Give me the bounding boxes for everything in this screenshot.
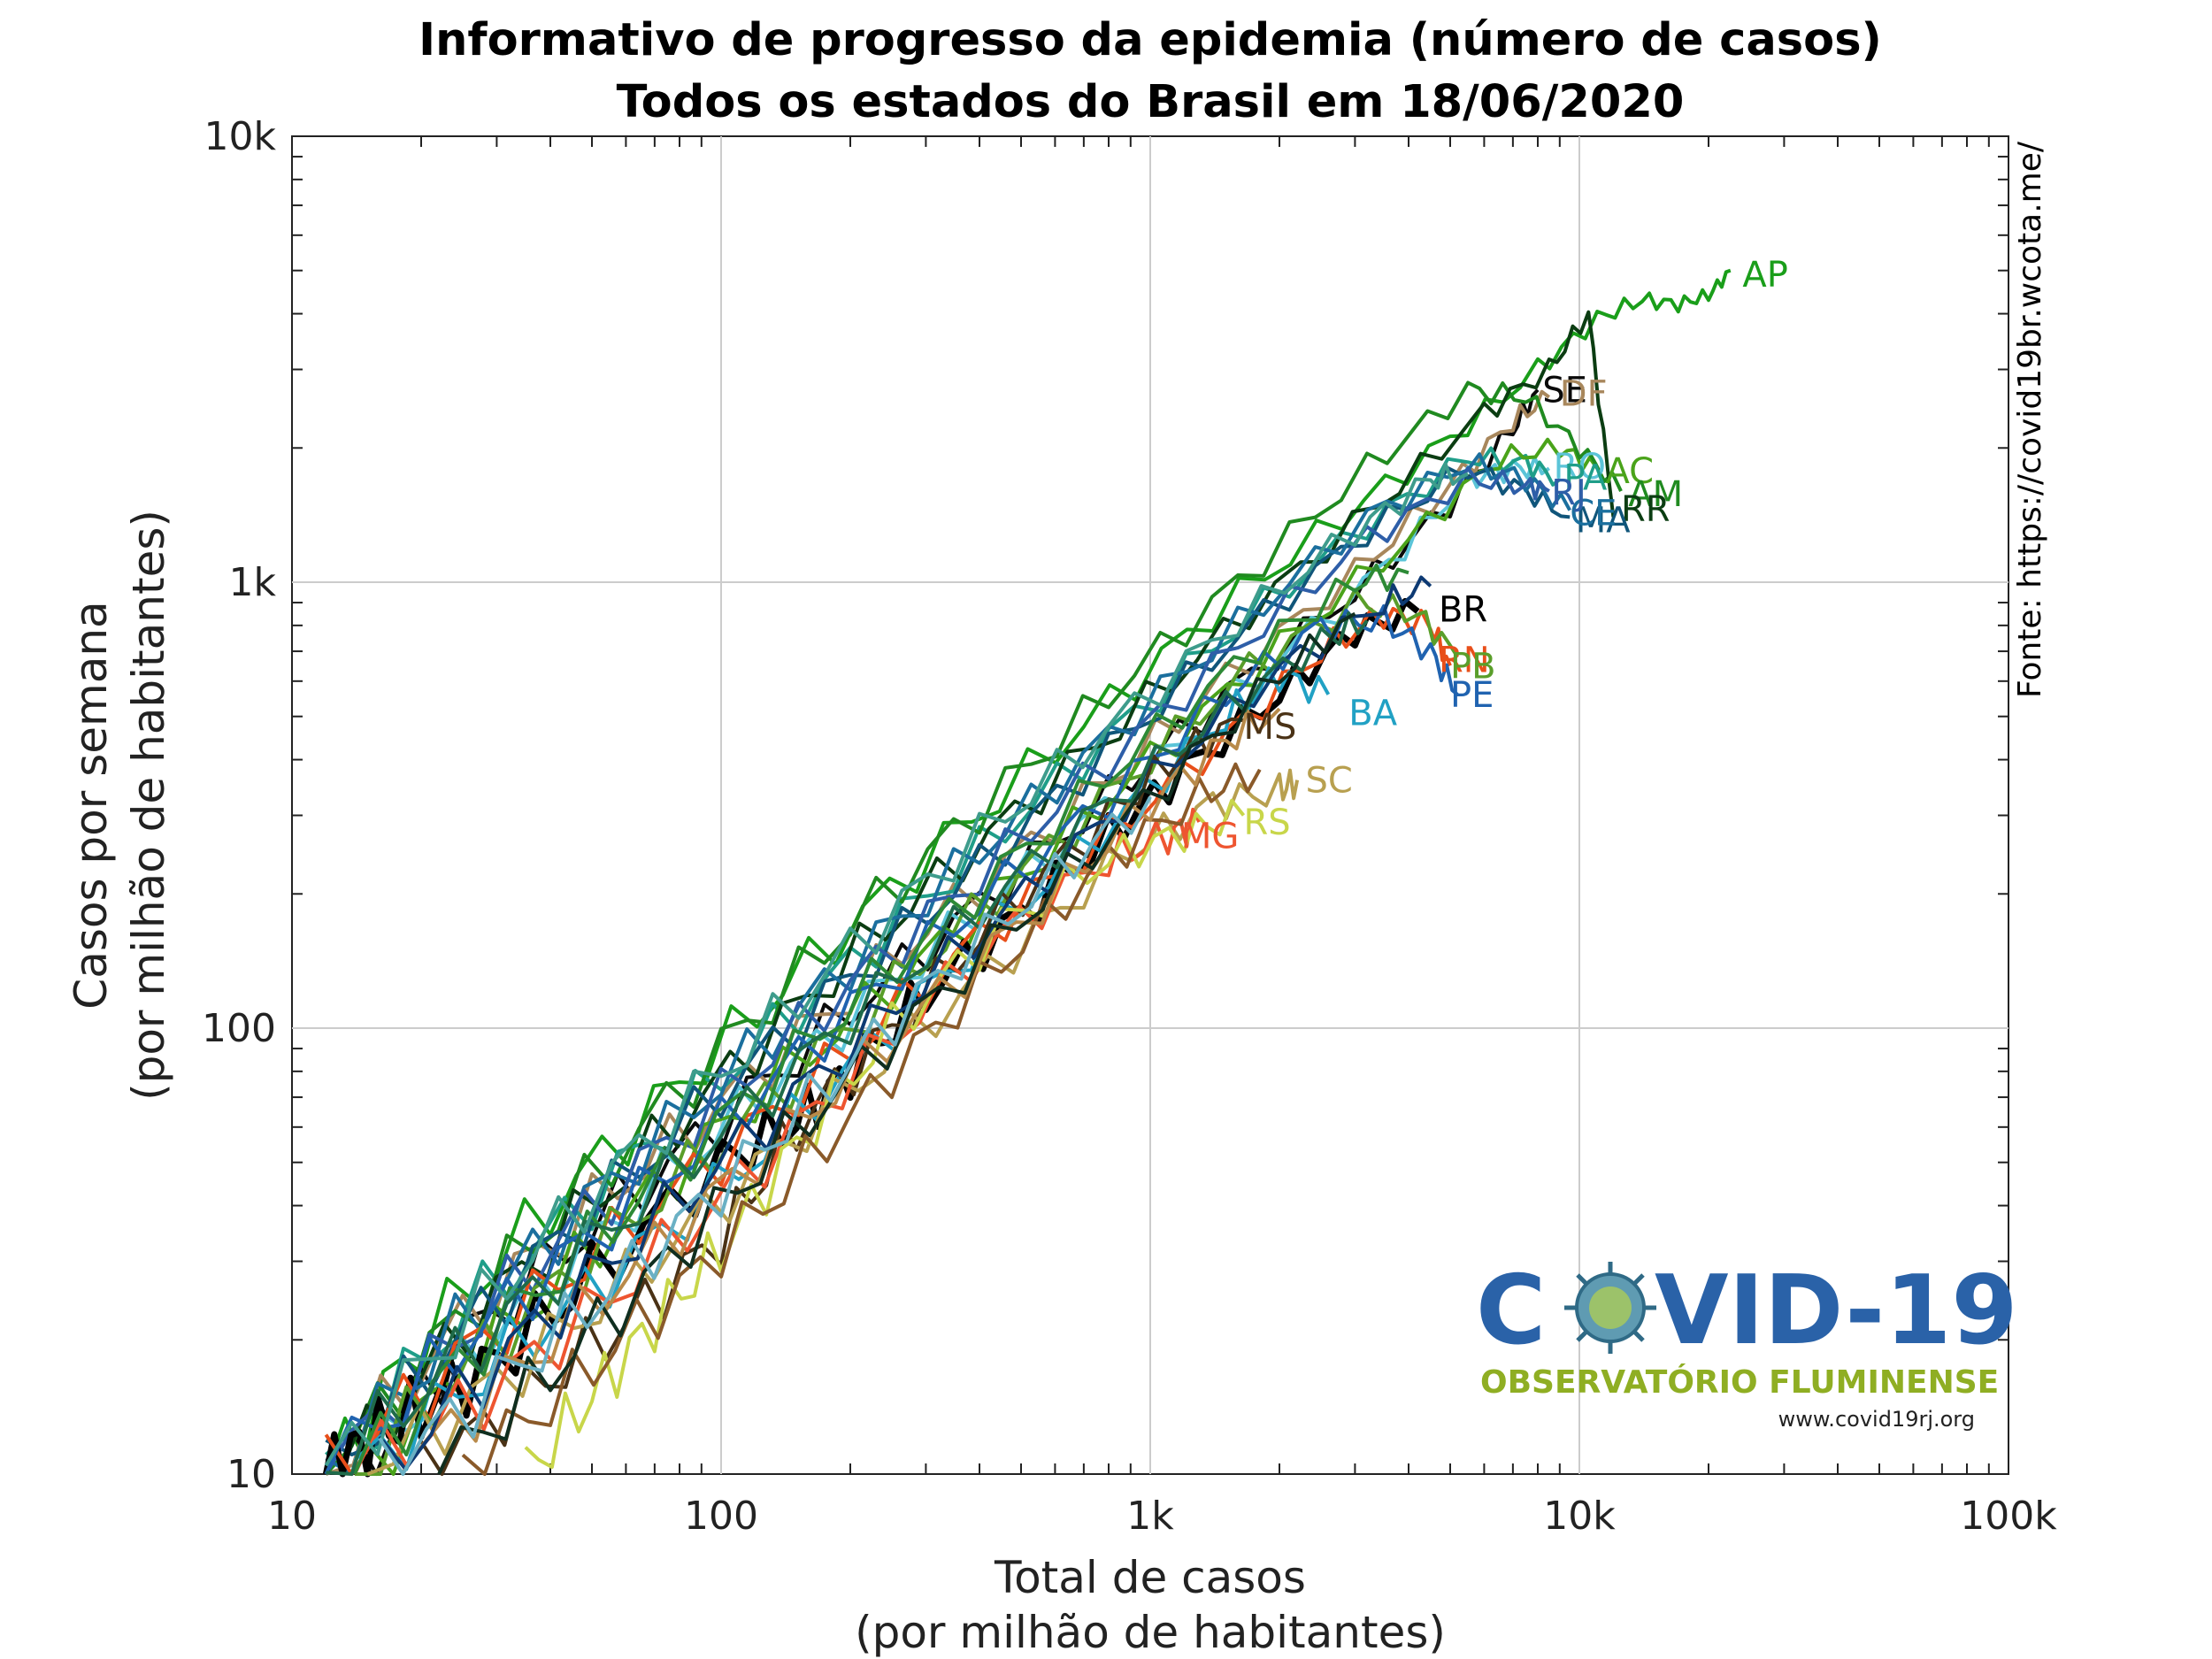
series-label-sc: SC [1305, 761, 1352, 802]
series-label-ce: CE [1570, 494, 1617, 534]
x-tick-label: 1k [1126, 1494, 1174, 1539]
series-line-sp [326, 611, 1369, 1476]
series-line-pi [437, 611, 1356, 1475]
series-label-am: AM [1628, 474, 1683, 515]
chart-title: Informativo de progresso da epidemia (nú… [419, 14, 1882, 66]
series-label-ap: AP [1742, 255, 1787, 296]
series-label-rs: RS [1243, 803, 1290, 843]
y-tick-labels: 10 100 1k 10k [202, 114, 277, 1497]
series-label-se: SE [1542, 371, 1587, 411]
y-tick-label: 1k [229, 560, 277, 605]
grid-lines [292, 136, 2008, 1474]
logo-url: www.covid19rj.org [1778, 1407, 1975, 1432]
logo-subtitle: OBSERVATÓRIO FLUMINENSE [1480, 1363, 1999, 1401]
x-tick-label: 100 [684, 1494, 758, 1539]
x-tick-labels: 10 100 1k 10k 100k [267, 1494, 2057, 1539]
series-line-am [324, 380, 1623, 1476]
series-line-go [461, 762, 1262, 1476]
series-label-pe: PE [1450, 675, 1494, 716]
chart-subtitle: Todos os estados do Brasil em 18/06/2020 [617, 76, 1685, 128]
series-line-ce [325, 452, 1571, 1476]
series-lines [322, 268, 1732, 1478]
series-label-mg: MG [1181, 817, 1240, 857]
logo-title-left: C [1476, 1256, 1546, 1366]
minor-ticks [292, 136, 2008, 1474]
series-label-ro: RO [1554, 447, 1606, 488]
y-axis-label: Casos por semana [65, 601, 117, 1009]
x-tick-label: 10k [1543, 1494, 1616, 1539]
source-text: Fonte: https://covid19br.wcota.me/ [2012, 141, 2048, 698]
x-axis-label: Total de casos [994, 1552, 1306, 1603]
series-label-ba: BA [1348, 693, 1397, 733]
series-label-rr: RR [1621, 489, 1671, 530]
y-tick-label: 10 [227, 1452, 276, 1497]
x-tick-label: 100k [1960, 1494, 2057, 1539]
series-label-ma: MA [1576, 501, 1632, 541]
series-line-rj [324, 466, 1550, 1476]
y-axis-label-units: (por milhão de habitantes) [123, 510, 174, 1101]
series-label-pb: PB [1450, 646, 1496, 687]
series-label-df: DF [1560, 374, 1608, 415]
series-label-ms: MS [1243, 707, 1296, 748]
covid19-logo: C VID-19 OBSERVATÓRIO FLUMINENSE www.cov… [1476, 1256, 2018, 1432]
series-label-br: BR [1439, 589, 1487, 630]
virus-icon [1564, 1262, 1656, 1354]
series-label-rj: RJ [1551, 472, 1586, 513]
series-line-ap [324, 268, 1732, 1475]
x-axis-label-units: (por milhão de habitantes) [855, 1607, 1446, 1658]
series-label-rn: RN [1439, 641, 1490, 681]
series-label-pa: PA [1563, 457, 1608, 498]
y-tick-label: 10k [204, 114, 277, 159]
series-line-pr [378, 795, 1152, 1476]
y-tick-label: 100 [202, 1006, 276, 1051]
series-label-ac: AC [1605, 451, 1654, 492]
x-tick-label: 10 [267, 1494, 317, 1539]
logo-title-right: VID-19 [1655, 1256, 2018, 1366]
series-line-es [324, 462, 1469, 1467]
series-line-mg [353, 807, 1202, 1475]
